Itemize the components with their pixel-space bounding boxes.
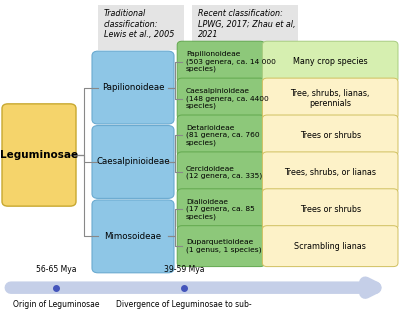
- FancyBboxPatch shape: [262, 115, 398, 156]
- Text: Cercidoideae
(12 genera, ca. 335): Cercidoideae (12 genera, ca. 335): [186, 166, 262, 179]
- Text: Traditional
classification:
Lewis et al., 2005: Traditional classification: Lewis et al.…: [104, 9, 174, 39]
- FancyBboxPatch shape: [262, 78, 398, 119]
- Text: Dialioideae
(17 genera, ca. 85
species): Dialioideae (17 genera, ca. 85 species): [186, 199, 255, 220]
- Text: Divergence of Leguminosae to sub-
families: Divergence of Leguminosae to sub- famili…: [116, 300, 252, 310]
- Text: Papilionoideae: Papilionoideae: [102, 83, 164, 92]
- FancyBboxPatch shape: [262, 41, 398, 82]
- Text: Mimosoideae: Mimosoideae: [104, 232, 162, 241]
- FancyBboxPatch shape: [92, 51, 174, 124]
- Text: Duparquetioideae
(1 genus, 1 species): Duparquetioideae (1 genus, 1 species): [186, 239, 262, 253]
- Text: 56-65 Mya: 56-65 Mya: [36, 265, 76, 274]
- Text: Scrambling lianas: Scrambling lianas: [294, 241, 366, 251]
- Text: Many crop species: Many crop species: [293, 57, 368, 66]
- Text: Trees or shrubs: Trees or shrubs: [300, 205, 361, 214]
- Text: Caesalpinioideae: Caesalpinioideae: [96, 157, 170, 166]
- FancyBboxPatch shape: [98, 5, 184, 50]
- Text: Papilionoideae
(503 genera, ca. 14 000
species): Papilionoideae (503 genera, ca. 14 000 s…: [186, 51, 276, 72]
- FancyBboxPatch shape: [2, 104, 76, 206]
- Text: Tree, shrubs, lianas,
perennials: Tree, shrubs, lianas, perennials: [290, 89, 370, 108]
- Text: Origin of Leguminosae: Origin of Leguminosae: [13, 300, 99, 309]
- Text: Leguminosae: Leguminosae: [0, 150, 78, 160]
- Text: Trees or shrubs: Trees or shrubs: [300, 131, 361, 140]
- FancyBboxPatch shape: [262, 226, 398, 267]
- FancyBboxPatch shape: [92, 126, 174, 198]
- Text: Recent classification:
LPWG, 2017; Zhau et al,
2021: Recent classification: LPWG, 2017; Zhau …: [198, 9, 296, 39]
- FancyBboxPatch shape: [177, 41, 265, 82]
- Text: Trees, shrubs, or lianas: Trees, shrubs, or lianas: [284, 168, 376, 177]
- FancyBboxPatch shape: [177, 78, 265, 119]
- FancyBboxPatch shape: [92, 200, 174, 273]
- FancyBboxPatch shape: [262, 189, 398, 230]
- FancyBboxPatch shape: [192, 5, 298, 50]
- FancyBboxPatch shape: [177, 189, 265, 230]
- FancyBboxPatch shape: [177, 152, 265, 193]
- Text: Caesalpinioideae
(148 genera, ca. 4400
species): Caesalpinioideae (148 genera, ca. 4400 s…: [186, 88, 269, 109]
- Text: Detarioideae
(81 genera, ca. 760
species): Detarioideae (81 genera, ca. 760 species…: [186, 125, 260, 146]
- FancyBboxPatch shape: [177, 115, 265, 156]
- FancyBboxPatch shape: [177, 226, 265, 267]
- Text: 39-59 Mya: 39-59 Mya: [164, 265, 204, 274]
- FancyBboxPatch shape: [262, 152, 398, 193]
